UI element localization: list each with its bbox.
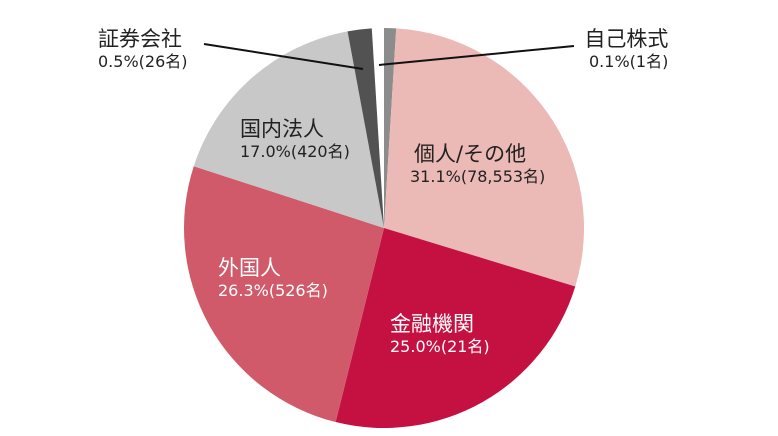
label-gaikoku-name: 外国人 (218, 256, 281, 280)
label-jiko-name: 自己株式 (584, 27, 669, 51)
label-kinyu: 金融機関 25.0%(21名) (390, 312, 490, 356)
pie-slice (347, 28, 384, 228)
label-kinyu-value: 25.0%(21名) (390, 337, 490, 357)
label-kojin-value: 31.1%(78,553名) (410, 167, 546, 187)
label-shoken-value: 0.5%(26名) (98, 52, 188, 72)
label-kojin: 個人/その他 31.1%(78,553名) (410, 142, 545, 186)
pie-slice (193, 31, 384, 229)
label-gaikoku: 外国人 26.3%(526名) (218, 256, 328, 300)
leader-line-shoken (203, 43, 364, 70)
pie-slice (384, 28, 584, 287)
label-kokunai: 国内法人 17.0%(420名) (240, 117, 350, 161)
label-jiko-value: 0.1%(1名) (589, 52, 669, 72)
pie-slice (384, 28, 397, 228)
label-kojin-name: 個人/その他 (414, 142, 527, 166)
label-jiko: 自己株式 0.1%(1名) (583, 27, 668, 71)
label-shoken-name: 証券会社 (98, 27, 182, 51)
label-kinyu-name: 金融機関 (390, 312, 474, 336)
pie-slice (184, 166, 384, 423)
label-kokunai-value: 17.0%(420名) (240, 142, 350, 162)
pie-slice (335, 228, 576, 428)
leader-line-jiko (378, 45, 575, 66)
label-kokunai-name: 国内法人 (240, 117, 324, 141)
label-gaikoku-value: 26.3%(526名) (218, 281, 328, 301)
label-shoken: 証券会社 0.5%(26名) (98, 27, 188, 71)
